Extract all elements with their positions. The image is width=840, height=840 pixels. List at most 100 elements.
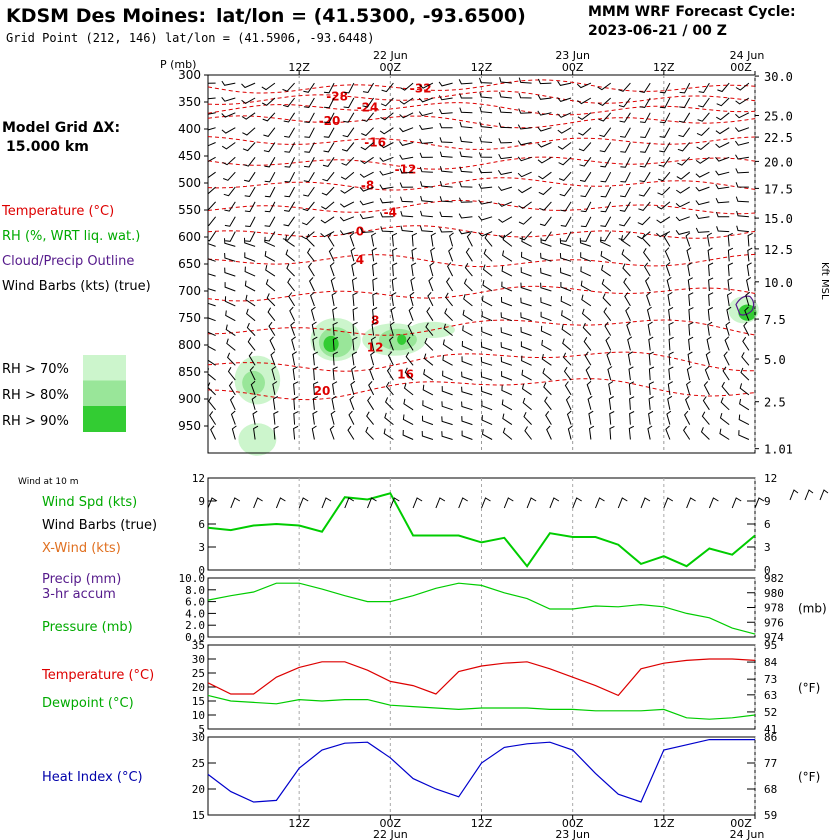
- wind-barb: [677, 156, 691, 166]
- top-time-label: 00Z: [562, 61, 584, 74]
- wind-barb: [638, 186, 651, 197]
- surface-wind-barb: [549, 497, 560, 509]
- wind-barb: [446, 262, 454, 277]
- wind-barb: [481, 415, 493, 426]
- wind-barb: [462, 309, 473, 322]
- wind-barb: [540, 282, 552, 292]
- wind-barb: [351, 262, 357, 277]
- wind-barb: [387, 351, 394, 366]
- wind-barb: [379, 142, 394, 149]
- height-tick-label: 2.5: [764, 396, 786, 410]
- wind-barb: [540, 237, 552, 247]
- wind-barb: [224, 238, 236, 247]
- wind-barb: [688, 307, 694, 321]
- panel-label: Wind Spd (kts): [42, 495, 137, 510]
- wind-barb: [310, 291, 315, 307]
- wind-barb: [461, 340, 473, 351]
- wind-barb: [391, 277, 398, 292]
- wind-barb: [478, 183, 493, 189]
- wind-barb: [321, 186, 335, 196]
- wind-barb: [620, 171, 631, 183]
- wind-barb: [541, 353, 552, 366]
- wind-barb: [545, 411, 552, 425]
- surface-wind-barb: [804, 489, 814, 501]
- wind-barb: [675, 201, 690, 208]
- wind-barb: [719, 412, 730, 425]
- wind-barb: [539, 216, 552, 227]
- forecast-cycle: 2023-06-21 / 00 Z: [588, 23, 727, 39]
- wind-barb: [427, 291, 434, 307]
- wind-barb: [639, 82, 651, 93]
- left-tick-label: 2.0: [185, 619, 205, 632]
- wind-barb: [600, 216, 612, 227]
- wind-barb: [439, 151, 453, 158]
- wind-barb: [461, 371, 473, 381]
- pressure-tick-label: 700: [178, 284, 201, 298]
- wind-barb: [716, 226, 730, 233]
- left-tick-label: 30: [192, 731, 205, 744]
- wind-barb: [208, 345, 216, 351]
- wind-barb: [449, 232, 454, 247]
- wind-barb: [602, 293, 612, 307]
- wind-barb: [230, 410, 236, 425]
- wind-barb: [605, 336, 612, 351]
- wind-barb: [703, 381, 710, 396]
- wind-barb: [284, 157, 296, 168]
- right-tick-label: 52: [764, 706, 777, 719]
- wind-barb: [582, 322, 592, 336]
- wind-barb: [543, 382, 552, 396]
- wind-barb: [359, 186, 374, 192]
- bottom-time-label: 12Z: [288, 817, 310, 830]
- wind-barb: [242, 127, 256, 136]
- wind-barb: [359, 171, 374, 178]
- wind-barb: [352, 336, 358, 351]
- wind-barb: [629, 411, 635, 425]
- wind-barb: [411, 232, 418, 247]
- wind-barb: [577, 97, 592, 105]
- wind-barb: [537, 110, 552, 116]
- wind-barb: [558, 171, 572, 181]
- wind-barb: [578, 127, 592, 136]
- pressure-axis-label: P (mb): [160, 58, 196, 71]
- wind-barb: [517, 171, 532, 178]
- wind-barb: [695, 227, 710, 233]
- wind-barb: [656, 201, 671, 210]
- wind-barb: [400, 82, 414, 91]
- wind-barb: [284, 235, 295, 247]
- wind-barb: [391, 232, 398, 247]
- wind-barb: [648, 410, 654, 425]
- wind-barb: [577, 112, 592, 121]
- wind-barb: [439, 227, 453, 233]
- wind-barb: [422, 400, 434, 411]
- wind-barb: [664, 247, 671, 262]
- wind-barb: [208, 186, 216, 195]
- wind-barb: [265, 279, 276, 292]
- wind-barb: [330, 410, 336, 425]
- wind-barb: [350, 247, 356, 262]
- wind-barb: [327, 232, 335, 247]
- wind-barb: [645, 277, 651, 292]
- rh-legend-label: RH > 80%: [2, 388, 69, 403]
- wind-barb: [400, 225, 414, 233]
- wind-barb: [540, 325, 552, 337]
- pressure-tick-label: 850: [178, 365, 201, 379]
- wind-barb: [663, 232, 671, 247]
- wind-barb: [707, 321, 713, 336]
- wind-barb: [628, 366, 634, 381]
- wind-barb: [332, 306, 338, 321]
- wind-barb: [537, 126, 552, 132]
- wind-barb: [332, 321, 338, 336]
- wind-barb: [606, 351, 612, 366]
- surface-wind-barb: [663, 497, 674, 509]
- wind-barb: [244, 252, 256, 262]
- wind-barb: [372, 262, 378, 277]
- pressure-tick-label: 600: [178, 230, 201, 244]
- right-tick-label: 12: [764, 472, 777, 485]
- top-time-label: 00Z: [380, 61, 402, 74]
- height-tick-label: 5.0: [764, 353, 786, 367]
- wind-barb: [287, 277, 295, 292]
- right-tick-label: 84: [764, 656, 778, 669]
- wind-barb: [362, 82, 375, 94]
- wind-barb: [459, 93, 473, 99]
- wind-barb: [715, 197, 730, 204]
